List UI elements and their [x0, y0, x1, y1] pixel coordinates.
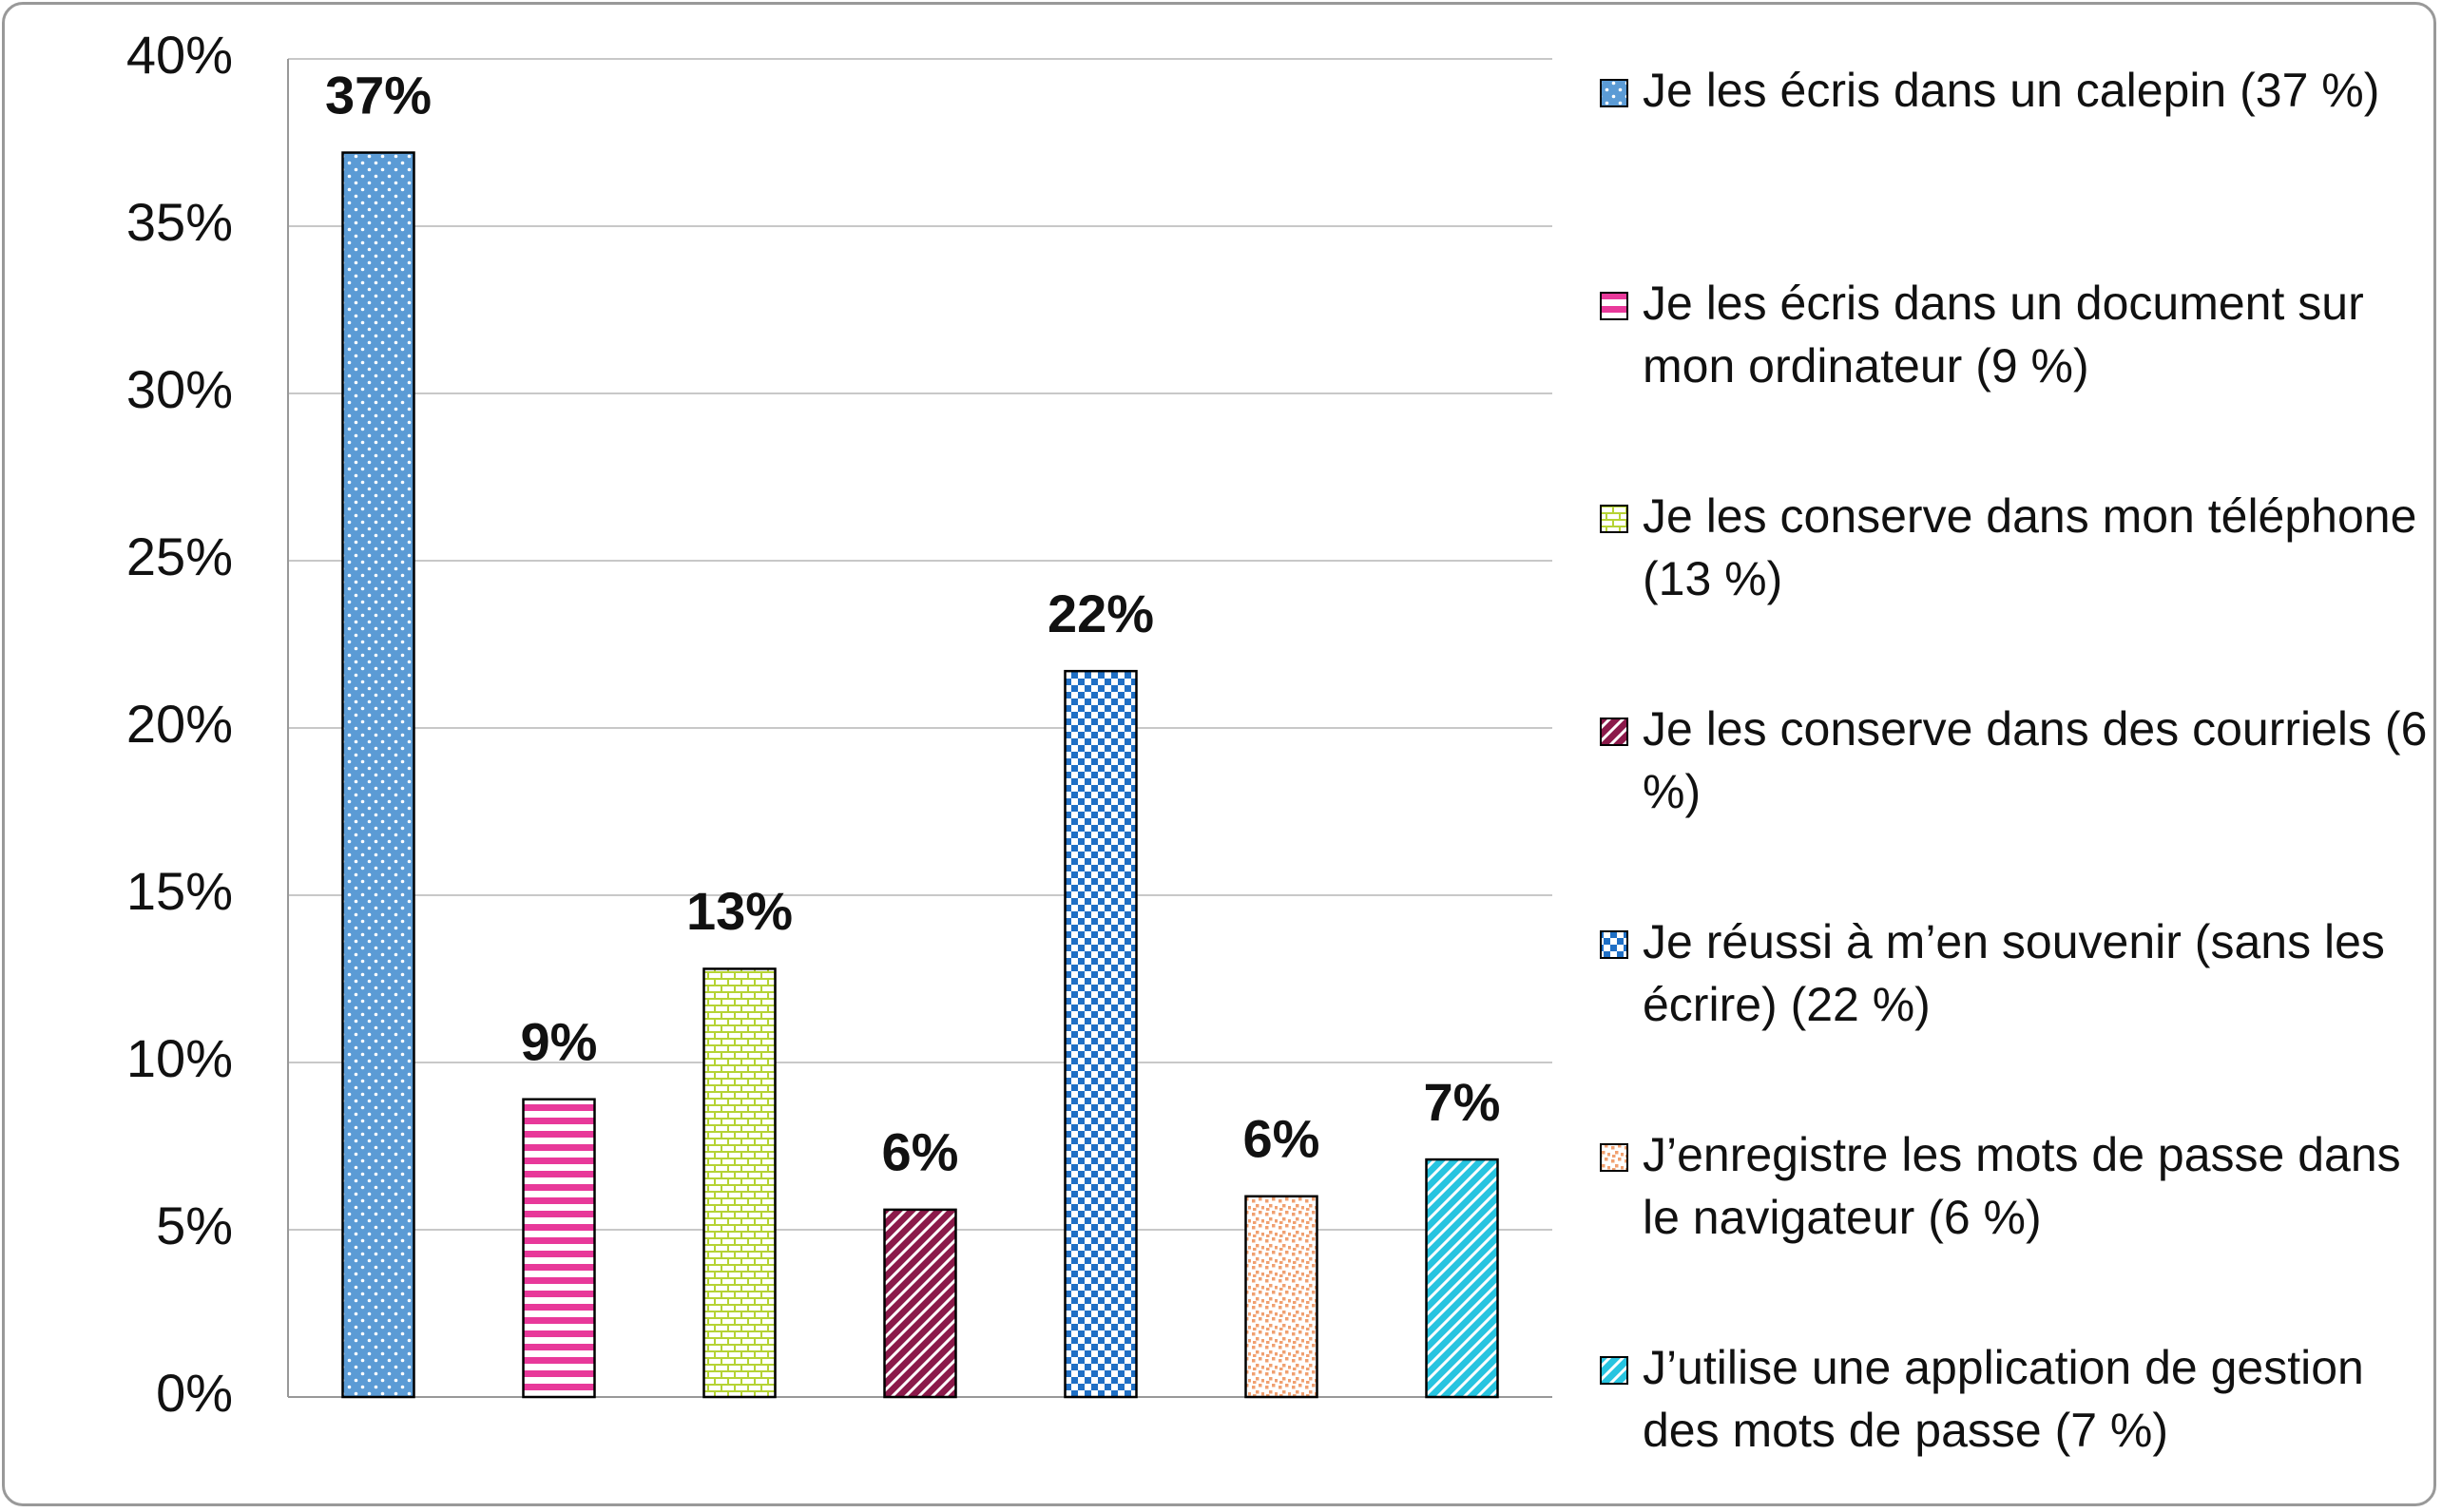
y-tick-label: 5%: [156, 1196, 233, 1255]
bar: [883, 1208, 957, 1399]
legend-marker: [1600, 718, 1628, 746]
bar: [522, 1098, 596, 1399]
bar: [1244, 1195, 1318, 1399]
y-tick-label: 20%: [126, 694, 233, 754]
y-tick-label: 0%: [156, 1363, 233, 1423]
y-tick-label: 15%: [126, 861, 233, 921]
legend-marker: [1600, 79, 1628, 107]
legend-marker: [1600, 930, 1628, 959]
y-tick-label: 30%: [126, 359, 233, 419]
bar: [1425, 1158, 1499, 1399]
legend-marker: [1600, 505, 1628, 533]
data-label: 22%: [1048, 584, 1154, 643]
bar: [341, 151, 415, 1399]
legend-entry: Je les conserve dans mon téléphone (13 %…: [1643, 489, 2417, 605]
legend-entry: J’utilise une application de gestion des…: [1643, 1341, 2364, 1457]
legend-marker: [1600, 1143, 1628, 1172]
legend-entry: Je les conserve dans des courriels (6 %): [1643, 702, 2428, 818]
y-tick-label: 10%: [126, 1028, 233, 1088]
data-label: 9%: [521, 1012, 598, 1072]
data-label: 6%: [882, 1122, 959, 1182]
legend-entry: Je les écris dans un calepin (37 %): [1643, 64, 2380, 117]
data-label: 7%: [1424, 1072, 1501, 1132]
legend-marker: [1600, 1356, 1628, 1385]
y-tick-label: 40%: [126, 25, 233, 85]
legend-entry: J’enregistre les mots de passe dans le n…: [1643, 1128, 2401, 1244]
data-label: 13%: [686, 881, 793, 941]
legend-entry: Je les écris dans un document sur mon or…: [1643, 277, 2364, 392]
data-label: 6%: [1243, 1109, 1320, 1169]
bar: [1064, 669, 1138, 1399]
bar: [702, 967, 777, 1399]
legend-entry: Je réussi à m’en souvenir (sans les écri…: [1643, 915, 2385, 1031]
data-label: 37%: [325, 65, 432, 124]
y-tick-label: 25%: [126, 526, 233, 586]
y-tick-label: 35%: [126, 192, 233, 252]
legend-marker: [1600, 292, 1628, 320]
